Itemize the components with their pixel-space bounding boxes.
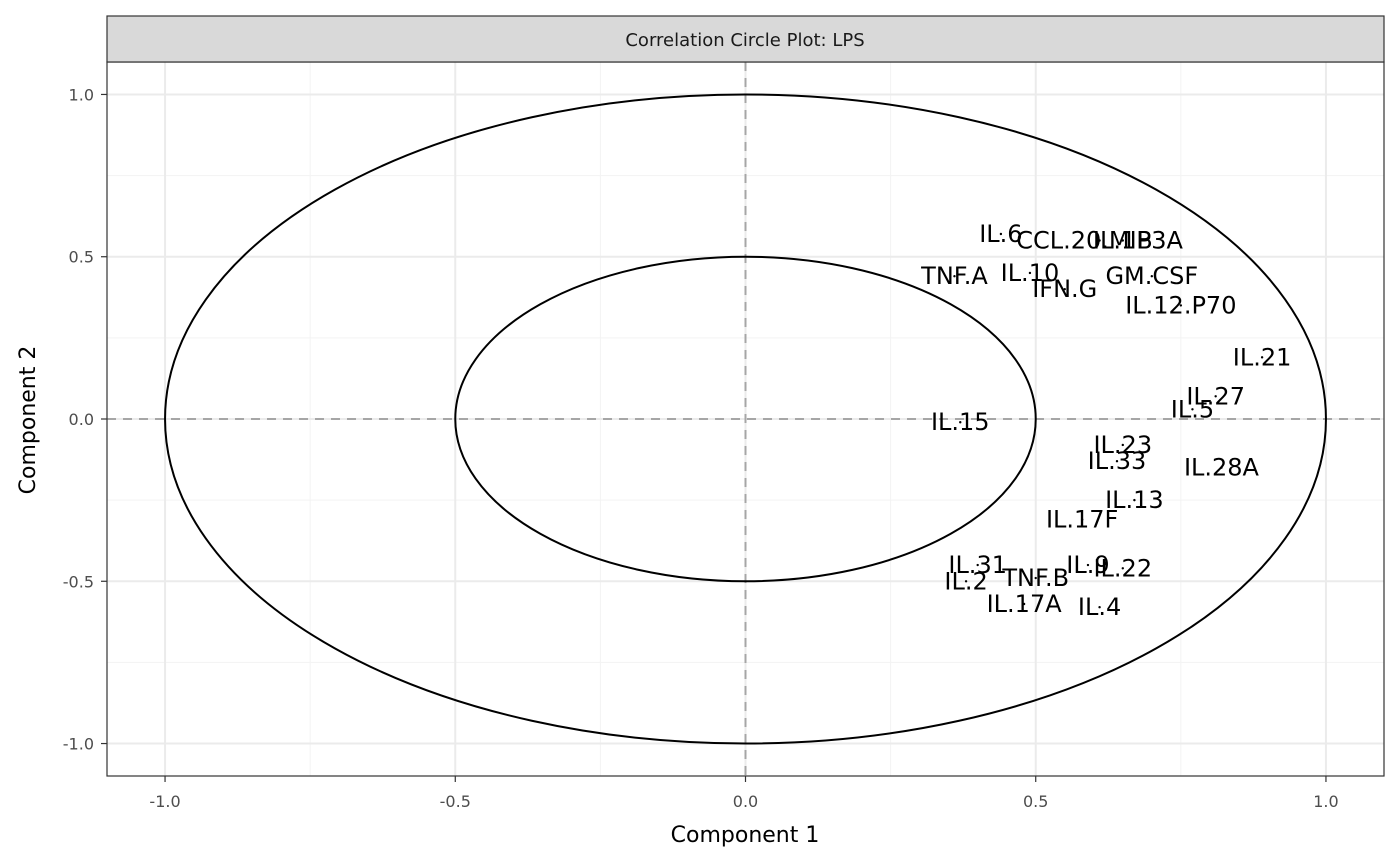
variable-label: GM.CSF bbox=[1105, 262, 1198, 290]
variable-point bbox=[1133, 498, 1136, 502]
correlation-circle-inner bbox=[454, 255, 1037, 583]
variable-label: IL.27 bbox=[1186, 382, 1245, 410]
y-tick-label: 1.0 bbox=[69, 85, 94, 104]
variable-point bbox=[1080, 518, 1084, 521]
variable-point bbox=[999, 232, 1003, 236]
variable-point bbox=[1191, 408, 1194, 411]
correlation-circle-outer bbox=[164, 93, 1327, 745]
y-tick-label: 0.5 bbox=[69, 248, 94, 267]
variable-label: IL.22 bbox=[1093, 554, 1152, 582]
reference-lines bbox=[107, 62, 1384, 776]
variable-label: IL.17F bbox=[1046, 506, 1118, 534]
variable-point bbox=[1034, 576, 1037, 580]
variable-label: IL.2 bbox=[944, 567, 987, 595]
circle-layer bbox=[164, 93, 1327, 745]
x-tick-label: -1.0 bbox=[149, 792, 180, 811]
variable-label: IL.23 bbox=[1093, 431, 1152, 459]
variable-point bbox=[1115, 459, 1119, 463]
variable-point bbox=[1179, 304, 1183, 307]
x-tick-label: 0.5 bbox=[1023, 792, 1048, 811]
y-tick-label: 0.0 bbox=[69, 410, 94, 429]
variable-label: IFN.G bbox=[1032, 275, 1097, 303]
variable-point bbox=[964, 580, 968, 583]
variable-point bbox=[1121, 567, 1124, 570]
variable-point bbox=[1121, 443, 1124, 447]
variable-label: IL.12.P70 bbox=[1125, 291, 1236, 319]
variable-label: IL.33 bbox=[1088, 447, 1147, 475]
variable-label: IL.13 bbox=[1105, 486, 1164, 514]
variable-label: IL.17A bbox=[987, 590, 1063, 618]
y-axis: -1.0 -0.5 0.0 0.5 1.0 bbox=[63, 85, 107, 754]
variable-label: IL.6 bbox=[979, 220, 1022, 248]
variable-label: IL.5 bbox=[1171, 395, 1214, 423]
x-tick-label: -0.5 bbox=[440, 792, 471, 811]
x-axis: -1.0 -0.5 0.0 0.5 1.0 bbox=[149, 776, 1339, 811]
variable-label: IL.10 bbox=[1001, 259, 1060, 287]
y-axis-title: Component 2 bbox=[16, 346, 41, 495]
variable-label: CCL.20.MIP3A bbox=[1016, 227, 1183, 255]
y-tick-label: -1.0 bbox=[63, 735, 94, 754]
variable-label: IL.9 bbox=[1066, 551, 1109, 579]
variable-point bbox=[1086, 563, 1090, 567]
chart-title: Correlation Circle Plot: LPS bbox=[625, 30, 864, 51]
variable-label: IL.28A bbox=[1184, 454, 1260, 482]
variable-label: IL.4 bbox=[1078, 593, 1121, 621]
variable-point bbox=[1121, 239, 1124, 242]
x-tick-label: 1.0 bbox=[1313, 792, 1338, 811]
variable-point bbox=[1260, 356, 1264, 359]
x-tick-label: 0.0 bbox=[733, 792, 758, 811]
variable-point bbox=[1220, 466, 1223, 469]
variable-point bbox=[1022, 602, 1026, 606]
variable-point bbox=[1028, 271, 1032, 275]
variable-label: IL.31 bbox=[948, 551, 1007, 579]
variable-point bbox=[959, 421, 962, 424]
variable-point bbox=[976, 563, 979, 567]
variable-point bbox=[1098, 606, 1101, 609]
x-axis-title: Component 1 bbox=[671, 823, 820, 848]
variable-label: TNF.A bbox=[920, 262, 988, 290]
variable-point bbox=[1098, 239, 1101, 242]
strip-background bbox=[106, 15, 1385, 63]
variable-label: IL.15 bbox=[931, 408, 990, 436]
y-tick-label: -0.5 bbox=[63, 572, 94, 591]
variable-point bbox=[1214, 395, 1217, 398]
variable-point bbox=[1150, 275, 1154, 278]
variable-point bbox=[1063, 287, 1066, 291]
variable-label: IL.21 bbox=[1233, 343, 1292, 371]
variable-label: IL.1B bbox=[1093, 227, 1153, 255]
variable-point bbox=[953, 275, 956, 278]
variable-label: TNF.B bbox=[1001, 564, 1069, 592]
